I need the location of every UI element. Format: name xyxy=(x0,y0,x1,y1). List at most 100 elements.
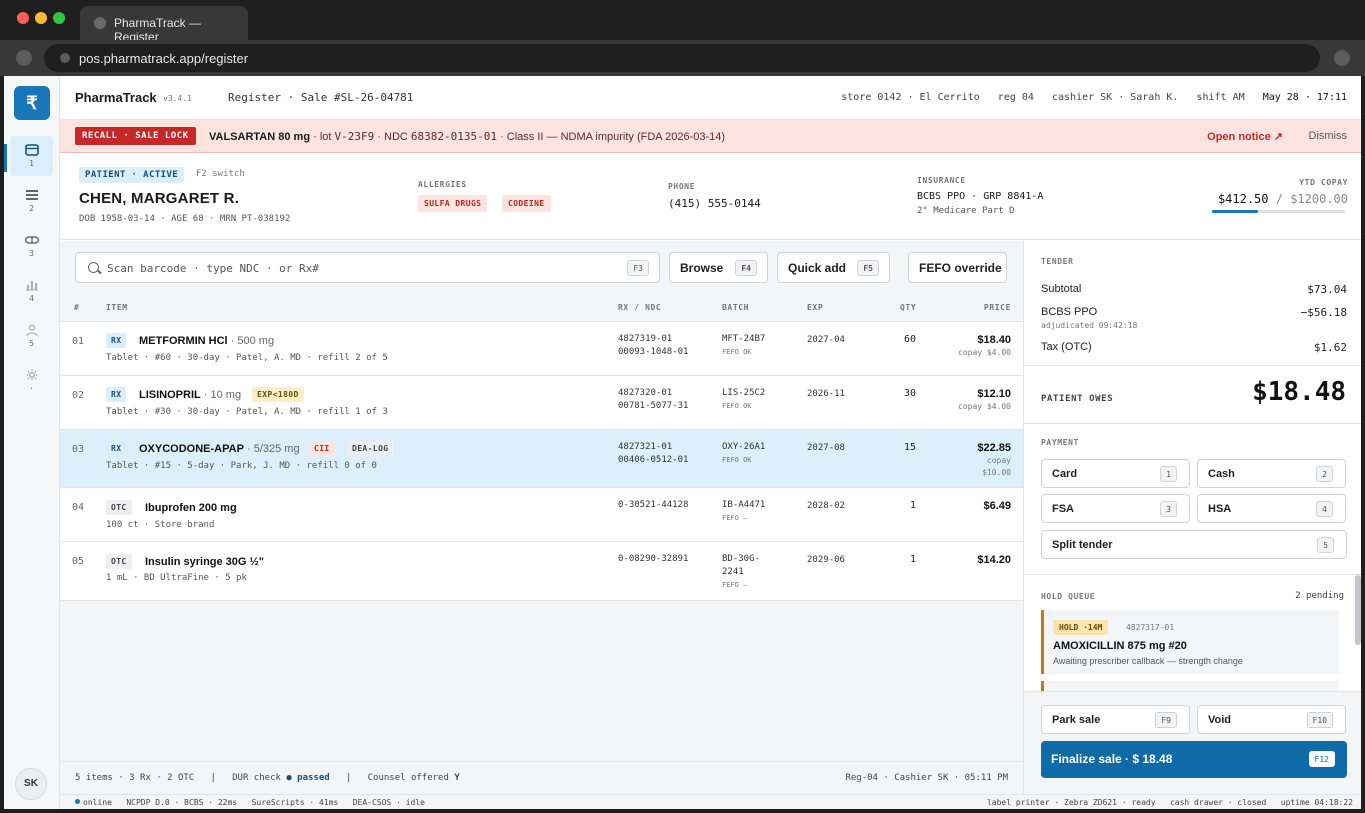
shortcut-key: 5 xyxy=(1317,537,1334,553)
allergies-label: ALLERGIES xyxy=(418,180,467,189)
dur-status: ● passed xyxy=(286,773,330,783)
price-value: $14.20 xyxy=(977,554,1011,566)
quantity[interactable]: 1 xyxy=(909,500,916,511)
shortcut-key: 4 xyxy=(1316,501,1333,517)
item-details: Tablet · #15 · 5-day · Park, J. MD · ref… xyxy=(106,461,377,471)
pay-card-button[interactable]: Card 1 xyxy=(1041,459,1190,488)
summary-text: 5 items · 3 Rx · 2 OTC | DUR check xyxy=(75,773,287,783)
hold-queue-item[interactable]: HOLD ·14M 4827317-01 AMOXICILLIN 875 mg … xyxy=(1041,610,1339,674)
shortcut-key: 2 xyxy=(1316,466,1333,482)
batch: LIS-25C2 FEFO OK xyxy=(722,387,765,413)
divider xyxy=(1024,574,1361,575)
search-input[interactable]: Scan barcode · type NDC · or Rx# F3 xyxy=(75,252,660,283)
ytd-limit: $1200.00 xyxy=(1290,192,1348,206)
open-notice-link[interactable]: Open notice ↗ xyxy=(1207,131,1283,143)
row-index: 05 xyxy=(72,556,85,567)
recall-banner: RECALL · SALE LOCK VALSARTAN 80 mg · lot… xyxy=(60,120,1361,153)
rail-item-number: 1 xyxy=(29,159,34,168)
quantity[interactable]: 30 xyxy=(903,388,916,399)
col-qty[interactable]: QTY xyxy=(900,303,917,312)
rx-number: 4827319-01 xyxy=(618,334,673,344)
pay-fsa-button[interactable]: FSA 3 xyxy=(1041,494,1190,523)
subtotal-value: $73.04 xyxy=(1307,283,1347,296)
col-item[interactable]: ITEM xyxy=(106,303,128,312)
rail-item-inventory[interactable]: 3 xyxy=(10,226,53,266)
register-info: Reg-04 · Cashier SK · 05:11 PM xyxy=(845,773,1008,783)
rail-active-indicator xyxy=(4,144,7,172)
col-batch[interactable]: BATCH xyxy=(722,303,750,312)
quantity[interactable]: 1 xyxy=(909,554,916,565)
rail-item-settings[interactable]: · xyxy=(10,361,53,401)
quantity[interactable]: 15 xyxy=(903,442,916,453)
item-title: METFORMIN HCl xyxy=(139,335,228,347)
rail-item-number: 2 xyxy=(29,204,34,213)
price-value: $18.40 xyxy=(977,334,1011,346)
row-index: 04 xyxy=(72,502,85,513)
quick-add-label: Quick add xyxy=(788,261,847,275)
hold-queue-item[interactable] xyxy=(1041,681,1339,691)
fefo-status: FEFO OK xyxy=(722,402,752,410)
table-row-selected[interactable]: 03 RX OXYCODONE-APAP · 5/325 mg CII DEA-… xyxy=(60,430,1023,488)
recall-lot-label: · lot xyxy=(310,131,335,143)
ndc-number: 00406-0512-01 xyxy=(618,455,689,465)
rail-item-reports[interactable]: 4 xyxy=(10,271,53,311)
address-bar[interactable]: pos.pharmatrack.app/register xyxy=(44,44,1320,72)
connection-status: online NCPDP D.0 · BCBS · 22ms SureScrip… xyxy=(75,798,425,807)
fefo-status: FEFO — xyxy=(722,514,748,522)
brand-name: PharmaTrack xyxy=(75,90,157,105)
col-exp[interactable]: EXP xyxy=(807,303,824,312)
rail-item-number: 3 xyxy=(29,249,34,258)
rx-ndc: 4827320-01 00781-5077-31 xyxy=(618,387,688,413)
shortcut-key: F4 xyxy=(735,260,757,276)
rail-item-register[interactable]: 1 xyxy=(10,136,53,176)
tender-label: TENDER xyxy=(1041,257,1074,266)
insurance-label: INSURANCE xyxy=(917,176,966,185)
table-row[interactable]: 05 OTC Insulin syringe 30G ½" 1 mL · BD … xyxy=(60,542,1023,601)
table-row[interactable]: 01 RX METFORMIN HCl · 500 mg Tablet · #6… xyxy=(60,322,1023,376)
user-avatar[interactable]: SK xyxy=(15,768,47,800)
profile-button[interactable] xyxy=(1334,50,1350,66)
hold-time-badge: HOLD ·14M xyxy=(1053,620,1109,635)
split-tender-button[interactable]: Split tender 5 xyxy=(1041,530,1347,559)
col-rx-ndc[interactable]: RX / NDC xyxy=(618,303,662,312)
divider xyxy=(1024,423,1361,424)
close-window-button[interactable] xyxy=(17,12,29,24)
maximize-window-button[interactable] xyxy=(53,12,65,24)
park-sale-button[interactable]: Park sale F9 xyxy=(1041,705,1190,734)
tax-label: Tax (OTC) xyxy=(1041,341,1092,353)
allergy-badge: CODEINE xyxy=(502,195,551,212)
app-logo[interactable]: ₹ xyxy=(14,86,50,120)
item-strength: · 5/325 mg xyxy=(243,443,300,455)
rx-ndc: 4827319-01 00093-1048-01 xyxy=(618,333,688,359)
patient-owes-label: PATIENT OWES xyxy=(1041,394,1114,404)
batch-code: OXY-26A1 xyxy=(722,442,766,452)
fefo-override-button[interactable]: FEFO override xyxy=(908,252,1007,283)
dismiss-recall-button[interactable]: Dismiss xyxy=(1308,130,1348,142)
rail-item-queue[interactable]: 2 xyxy=(10,181,53,221)
rail-item-number: · xyxy=(29,384,34,393)
site-info-icon[interactable] xyxy=(60,53,70,63)
recall-drug: VALSARTAN 80 mg xyxy=(209,131,311,143)
finalize-sale-button[interactable]: Finalize sale · $ 18.48 F12 xyxy=(1041,741,1347,778)
back-button[interactable] xyxy=(16,50,32,66)
browser-tab[interactable]: PharmaTrack — Register xyxy=(80,6,248,44)
browse-button[interactable]: Browse F4 xyxy=(669,252,768,283)
quantity[interactable]: 60 xyxy=(903,334,916,345)
void-button[interactable]: Void F10 xyxy=(1197,705,1346,734)
rail-item-number: 4 xyxy=(29,294,34,303)
batch-code: IB-A4471 xyxy=(722,500,766,510)
pay-cash-button[interactable]: Cash 2 xyxy=(1197,459,1346,488)
quick-add-button[interactable]: Quick add F5 xyxy=(777,252,890,283)
pay-hsa-button[interactable]: HSA 4 xyxy=(1197,494,1346,523)
tender-panel: TENDER Subtotal $73.04 BCBS PPO −$56.18 ad… xyxy=(1023,241,1361,809)
rail-item-number: 5 xyxy=(29,339,34,348)
col-price[interactable]: PRICE xyxy=(983,303,1011,312)
switch-patient-hint[interactable]: F2 switch xyxy=(196,169,245,179)
copay: copay xyxy=(986,456,1011,465)
rail-item-patients[interactable]: 5 xyxy=(10,316,53,356)
table-row[interactable]: 04 OTC Ibuprofen 200 mg 100 ct · Store b… xyxy=(60,488,1023,542)
ytd-progress-fill xyxy=(1212,210,1258,213)
minimize-window-button[interactable] xyxy=(35,12,47,24)
tender-scrollbar[interactable] xyxy=(1355,575,1361,645)
table-row[interactable]: 02 RX LISINOPRIL · 10 mg EXP<180D Tablet… xyxy=(60,376,1023,430)
